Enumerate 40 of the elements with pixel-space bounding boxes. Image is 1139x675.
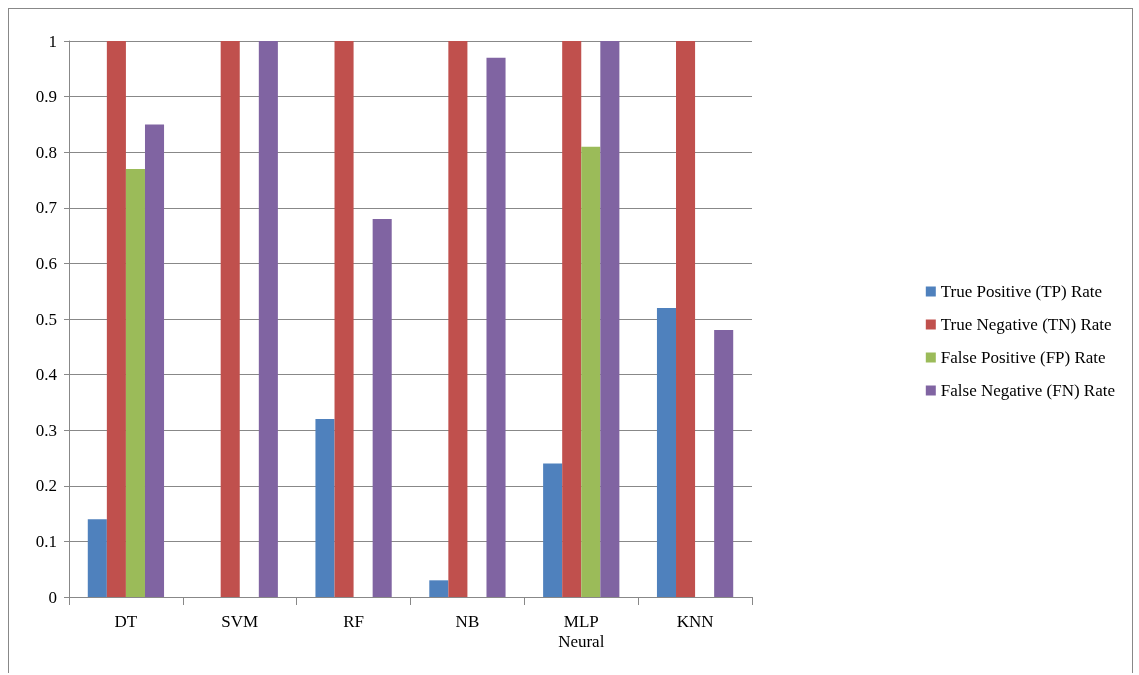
y-tick-label: 0.6 <box>35 253 57 273</box>
bar <box>106 41 126 597</box>
y-tick-label: 0.5 <box>35 309 57 329</box>
bar <box>220 41 240 597</box>
bar <box>714 330 734 597</box>
y-tick-label: 0.7 <box>35 198 58 218</box>
legend-label: True Negative (TN) Rate <box>940 315 1112 334</box>
y-tick-label: 0.2 <box>35 476 57 496</box>
bar <box>334 41 354 597</box>
legend-label: False Positive (FP) Rate <box>940 348 1106 367</box>
bar <box>656 307 677 597</box>
x-tick-label: KNN <box>676 611 714 631</box>
bar <box>600 41 620 597</box>
y-tick-label: 1 <box>48 31 57 51</box>
x-tick-label: DT <box>114 611 138 631</box>
x-tick-label: NB <box>455 611 480 631</box>
bar <box>125 168 145 597</box>
x-tick-label: SVM <box>221 611 259 631</box>
bar <box>543 463 563 597</box>
bar <box>562 41 582 597</box>
x-tick-label: RF <box>343 611 364 631</box>
bar <box>581 146 601 597</box>
bar <box>372 218 392 597</box>
y-tick-label: 0.1 <box>35 531 57 551</box>
bar <box>315 419 335 597</box>
x-tick-label: MLP Neural <box>558 611 605 651</box>
legend-label: True Positive (TP) Rate <box>940 282 1103 301</box>
bar <box>429 580 449 597</box>
bar <box>258 41 278 597</box>
bar <box>676 41 696 597</box>
bar <box>144 124 165 597</box>
legend-label: False Negative (FN) Rate <box>940 381 1115 400</box>
y-tick-label: 0.8 <box>35 142 57 162</box>
y-tick-label: 0 <box>48 587 57 607</box>
y-tick-label: 0.9 <box>35 87 57 107</box>
bar <box>486 57 506 597</box>
y-tick-label: 0.4 <box>35 365 58 385</box>
bar <box>448 41 468 597</box>
y-tick-label: 0.3 <box>35 420 57 440</box>
bar <box>87 519 107 597</box>
